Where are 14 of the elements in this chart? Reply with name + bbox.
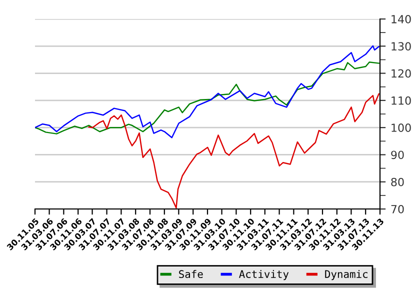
- y-tick-label: 130: [392, 42, 411, 51]
- y-tick-label: 70: [391, 204, 404, 214]
- line-series: [35, 62, 380, 134]
- legend-label: Safe: [179, 270, 203, 278]
- y-tick-label: 100: [392, 124, 411, 132]
- y-tick-label: 140: [392, 14, 411, 24]
- y-tick-label: 120: [392, 69, 411, 78]
- y-tick-label: 80: [391, 178, 404, 186]
- line-series: [35, 45, 380, 138]
- legend-label: Activity: [239, 270, 289, 280]
- y-tick-label: 110: [392, 96, 411, 105]
- line-series: [88, 93, 380, 209]
- legend-label: Dynamic: [325, 270, 368, 280]
- y-tick-label: 90: [391, 150, 404, 160]
